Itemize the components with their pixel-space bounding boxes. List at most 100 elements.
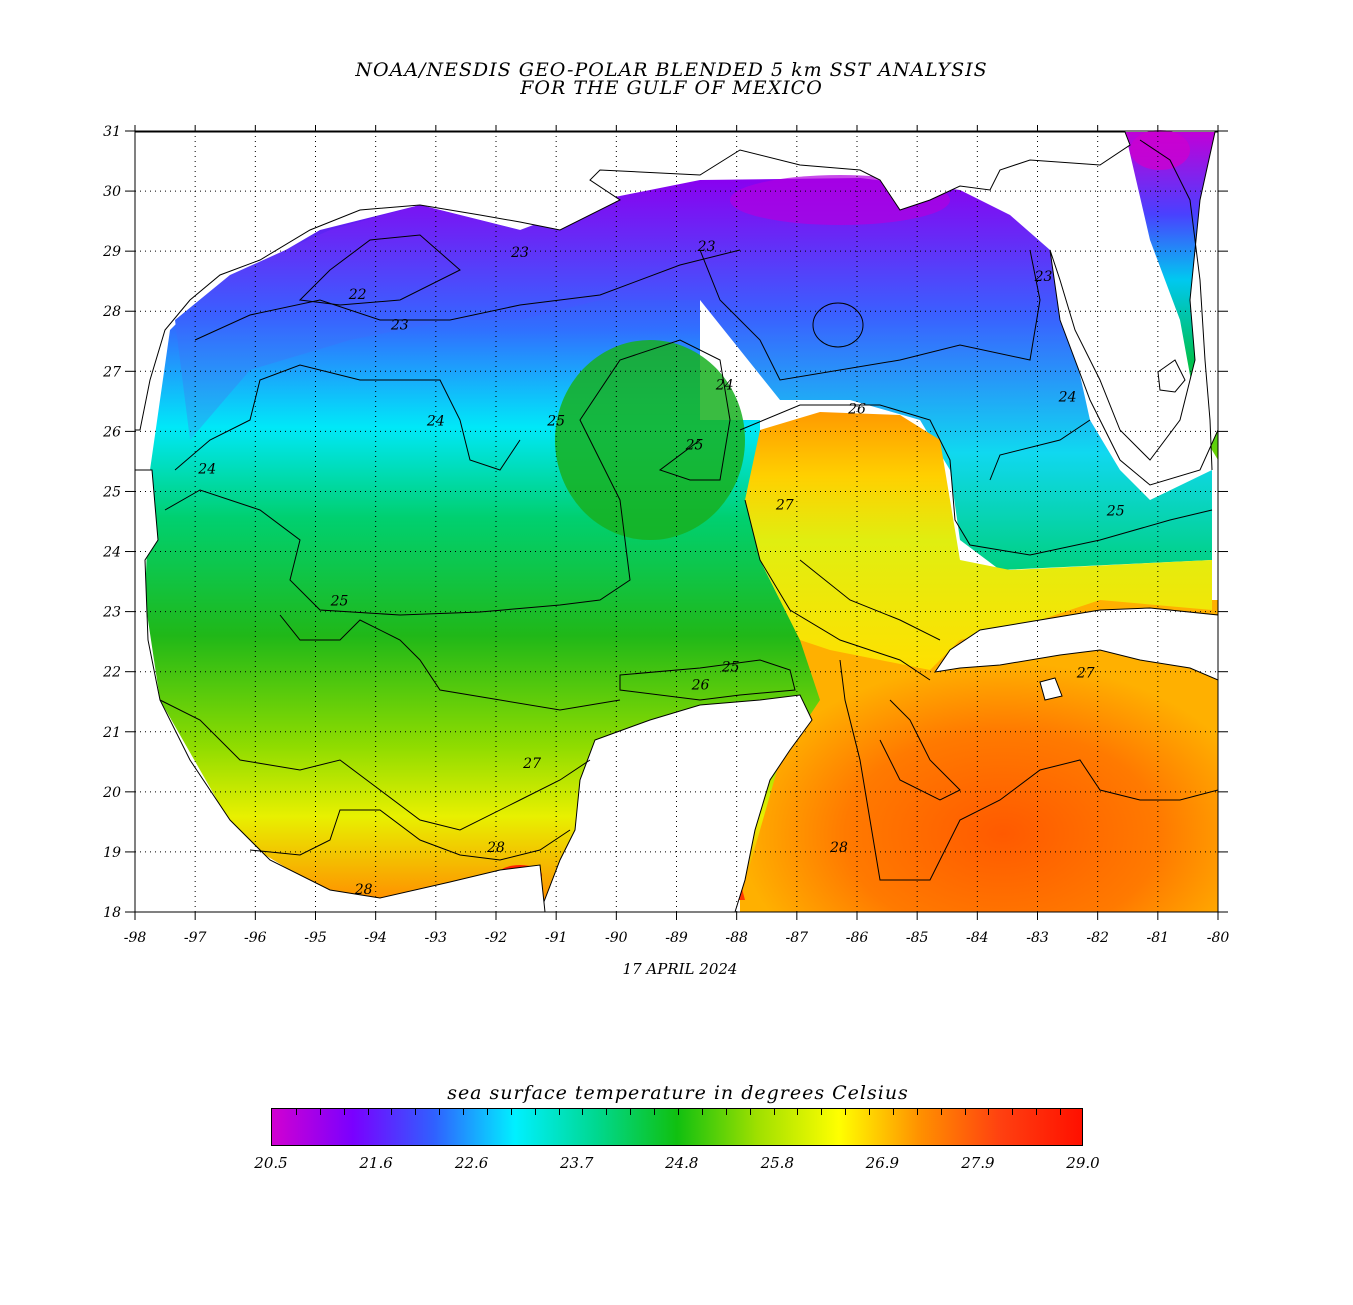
- lat-tick-label: 22: [102, 665, 121, 681]
- map-title-line2: FOR THE GULF OF MEXICO: [520, 77, 823, 99]
- colorbar-minor-tick: [367, 1109, 369, 1115]
- contour-label: 27: [775, 497, 794, 513]
- colorbar-minor-tick: [582, 1109, 584, 1115]
- contour-label: 23: [697, 239, 716, 255]
- date-label: 17 APRIL 2024: [622, 960, 738, 978]
- lon-tick-label: -84: [966, 930, 989, 946]
- colorbar-minor-tick: [1036, 1109, 1038, 1115]
- colorbar-minor-tick: [534, 1109, 536, 1115]
- colorbar-tick-label: 27.9: [961, 1154, 995, 1172]
- contour-label: 23: [390, 317, 409, 333]
- contour-label: 23: [510, 245, 529, 261]
- colorbar-minor-tick: [463, 1109, 465, 1115]
- colorbar-minor-tick: [1060, 1109, 1062, 1115]
- lat-tick-label: 30: [103, 184, 121, 200]
- sst-map: 22 23 23 23 23 24 24 24 24 25 25 25 25 25 26 26 27 27 27 28…: [102, 124, 1229, 946]
- contour-label: 27: [522, 756, 541, 772]
- land: [134, 131, 1219, 913]
- lon-tick-label: -96: [244, 930, 267, 946]
- colorbar-minor-tick: [606, 1109, 608, 1115]
- axis-ticks: -98 -97 -96 -95 -94 -93 -92 -91 -90 -89 -88 -87 -86 -…: [102, 124, 1229, 946]
- colorbar-tick-label: 21.6: [359, 1154, 393, 1172]
- lat-tick-label: 28: [102, 304, 121, 320]
- lon-tick-label: -97: [184, 930, 207, 946]
- colorbar-minor-tick: [391, 1109, 393, 1115]
- lon-tick-label: -93: [425, 930, 448, 946]
- colorbar-minor-tick: [845, 1109, 847, 1115]
- colorbar-minor-tick: [678, 1109, 679, 1115]
- lat-tick-label: 25: [102, 484, 121, 500]
- lat-tick-label: 29: [102, 244, 121, 260]
- contour-label: 22: [348, 287, 367, 303]
- lon-tick-label: -90: [605, 930, 628, 946]
- colorbar-minor-tick: [1012, 1109, 1014, 1115]
- colorbar-minor-tick: [892, 1109, 894, 1115]
- contour-label: 28: [354, 882, 373, 898]
- contour-label: 24: [715, 377, 734, 393]
- colorbar-minor-tick: [654, 1109, 656, 1115]
- colorbar-minor-tick: [510, 1109, 512, 1115]
- lat-tick-label: 24: [102, 545, 121, 561]
- colorbar-minor-tick: [558, 1109, 560, 1115]
- colorbar-minor-tick: [797, 1109, 799, 1115]
- colorbar-minor-tick: [940, 1109, 942, 1115]
- lon-tick-label: -98: [124, 930, 147, 946]
- lon-tick-label: -82: [1086, 930, 1109, 946]
- lon-tick-label: -86: [846, 930, 869, 946]
- lon-tick-label: -88: [725, 930, 748, 946]
- colorbar-minor-tick: [319, 1109, 321, 1115]
- lon-tick-label: -83: [1026, 930, 1049, 946]
- colorbar-tick-label: 22.6: [454, 1154, 489, 1172]
- colorbar-minor-tick: [439, 1109, 441, 1115]
- lat-tick-label: 20: [102, 785, 121, 801]
- colorbar-minor-tick: [749, 1109, 751, 1115]
- lon-tick-label: -85: [906, 930, 929, 946]
- lat-tick-label: 27: [102, 364, 121, 380]
- colorbar-minor-tick: [701, 1109, 703, 1115]
- colorbar-tick-label: 24.8: [665, 1154, 699, 1172]
- lon-tick-label: -89: [665, 930, 688, 946]
- legend-title: sea surface temperature in degrees Celsi…: [447, 1082, 909, 1104]
- contour-label: 28: [829, 840, 848, 856]
- lat-tick-label: 21: [102, 725, 121, 741]
- contour-label: 25: [721, 660, 740, 676]
- contour-label: 27: [1076, 666, 1095, 682]
- contour-label: 28: [486, 840, 505, 856]
- colorbar-minor-tick: [343, 1109, 345, 1115]
- contour-label: 23: [1034, 269, 1053, 285]
- lon-tick-label: -81: [1147, 930, 1170, 946]
- lon-tick-label: -95: [304, 930, 327, 946]
- lat-tick-label: 19: [103, 845, 121, 861]
- lon-tick-label: -94: [364, 930, 387, 946]
- lon-tick-label: -92: [485, 930, 508, 946]
- colorbar: [271, 1108, 1083, 1146]
- contour-label: 25: [685, 437, 704, 453]
- contour-label: 24: [1058, 389, 1077, 405]
- colorbar-tick-label: 25.8: [760, 1154, 794, 1172]
- colorbar-tick-label: 23.7: [559, 1154, 594, 1172]
- colorbar-minor-tick: [630, 1109, 632, 1115]
- lat-tick-label: 31: [103, 124, 121, 140]
- colorbar-tick-label: 20.5: [254, 1154, 288, 1172]
- colorbar-minor-tick: [486, 1109, 488, 1115]
- colorbar-minor-tick: [964, 1109, 966, 1115]
- colorbar-tick-label: 26.9: [865, 1154, 900, 1172]
- colorbar-minor-tick: [295, 1109, 297, 1115]
- colorbar-minor-tick: [916, 1109, 918, 1115]
- lat-tick-label: 18: [103, 905, 121, 921]
- contour-label: 25: [330, 594, 349, 610]
- lat-tick-label: 23: [102, 605, 121, 621]
- contour-label: 26: [691, 678, 710, 694]
- colorbar-minor-tick: [773, 1109, 775, 1115]
- contour-label: 24: [197, 461, 216, 477]
- contour-lines: [159, 139, 1219, 881]
- contour-label: 26: [847, 401, 866, 417]
- lon-tick-label: -80: [1207, 930, 1230, 946]
- colorbar-minor-tick: [415, 1109, 417, 1115]
- lon-tick-label: -91: [545, 930, 568, 946]
- colorbar-minor-tick: [869, 1109, 871, 1115]
- lon-tick-label: -87: [786, 930, 809, 946]
- lat-tick-label: 26: [102, 424, 121, 440]
- colorbar-minor-tick: [988, 1109, 990, 1115]
- colorbar-minor-tick: [821, 1109, 823, 1115]
